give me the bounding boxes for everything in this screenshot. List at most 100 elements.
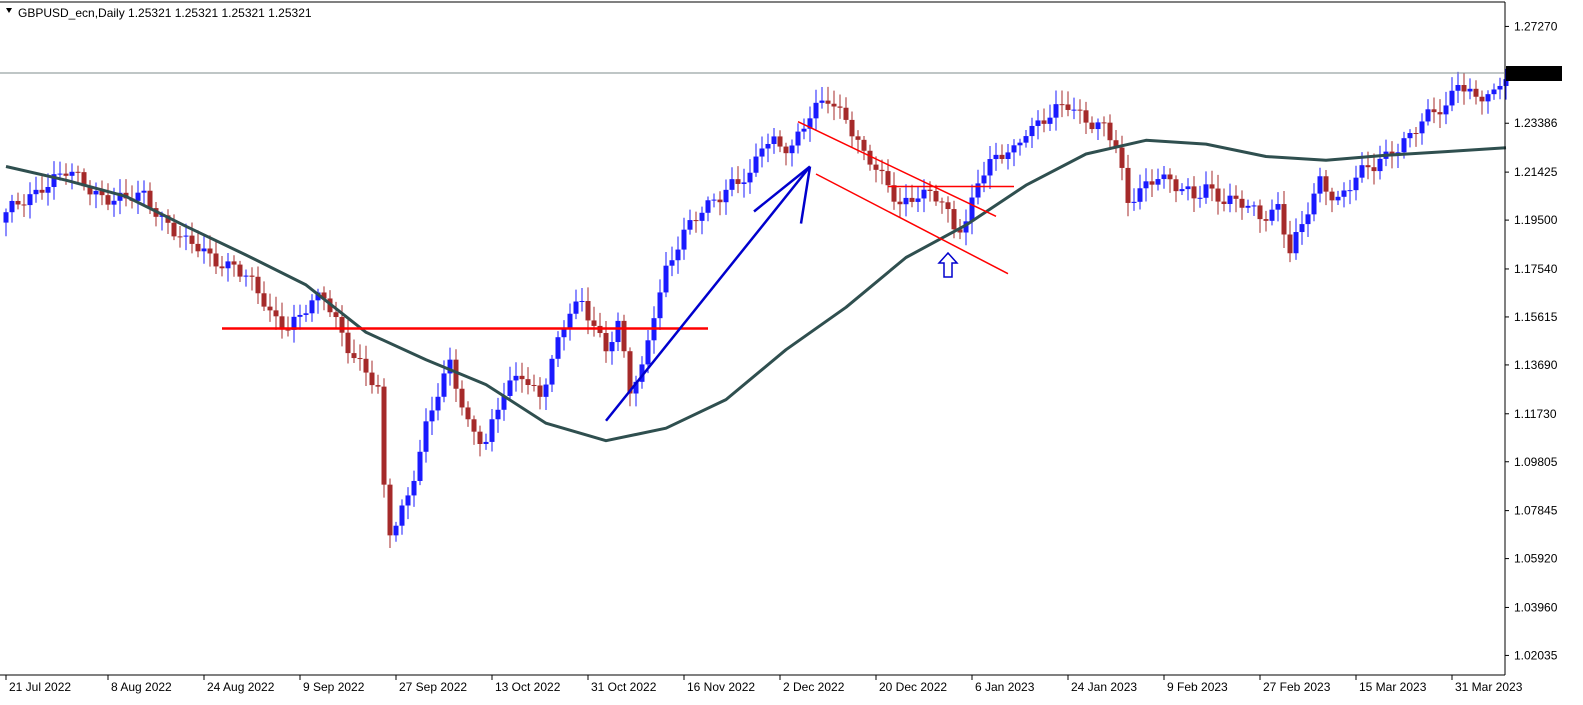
candle-body bbox=[1263, 219, 1269, 221]
x-tick-label: 16 Nov 2022 bbox=[687, 680, 755, 694]
candle-body bbox=[273, 310, 279, 317]
candle-body bbox=[237, 264, 243, 277]
candle-body bbox=[1071, 109, 1077, 111]
candle-body bbox=[1479, 96, 1485, 102]
candle-body bbox=[855, 136, 861, 140]
candle-body bbox=[573, 301, 579, 314]
x-tick-label: 13 Oct 2022 bbox=[495, 680, 561, 694]
candle-body bbox=[321, 292, 327, 299]
candle-body bbox=[1269, 209, 1275, 221]
candle-body bbox=[765, 143, 771, 149]
y-tick-label: 1.05920 bbox=[1514, 552, 1558, 566]
candle-body bbox=[957, 229, 963, 233]
pole-arrow-line[interactable] bbox=[605, 165, 811, 422]
candle-body bbox=[1497, 85, 1503, 90]
candle-body bbox=[999, 154, 1005, 159]
candle-body bbox=[639, 364, 645, 382]
candle-body bbox=[837, 106, 843, 108]
candle-body bbox=[171, 222, 177, 237]
candle-body bbox=[885, 171, 891, 186]
candle-body bbox=[759, 148, 765, 157]
candle-body bbox=[189, 235, 195, 244]
candle-body bbox=[363, 358, 369, 373]
candle-body bbox=[1023, 136, 1029, 143]
candle-body bbox=[945, 202, 951, 210]
y-tick-label: 1.27270 bbox=[1514, 19, 1558, 33]
candle-body bbox=[111, 200, 117, 205]
candle-body bbox=[291, 316, 297, 330]
candle-body bbox=[1053, 104, 1059, 118]
candle-body bbox=[225, 261, 231, 269]
candle-body bbox=[531, 384, 537, 386]
candle-body bbox=[915, 198, 921, 202]
candle-body bbox=[873, 164, 879, 170]
flag-lower-line[interactable] bbox=[815, 173, 1009, 275]
candle-body bbox=[903, 197, 909, 205]
candle-body bbox=[1455, 85, 1461, 91]
y-tick-label: 1.23386 bbox=[1514, 116, 1558, 130]
candle-body bbox=[333, 312, 339, 318]
dropdown-triangle-icon[interactable] bbox=[6, 8, 12, 13]
x-tick-label: 27 Sep 2022 bbox=[399, 680, 467, 694]
candle-body bbox=[801, 128, 807, 132]
candle-body bbox=[1065, 104, 1071, 110]
candle-body bbox=[207, 248, 213, 254]
candle-body bbox=[1101, 122, 1107, 124]
flag-upper-line[interactable] bbox=[797, 120, 997, 218]
x-tick-label: 20 Dec 2022 bbox=[879, 680, 947, 694]
candle-body bbox=[633, 381, 639, 394]
candle-body bbox=[891, 185, 897, 202]
candle-body bbox=[393, 525, 399, 536]
candle-body bbox=[435, 396, 441, 411]
candle-body bbox=[927, 189, 933, 191]
candle-body bbox=[9, 200, 15, 213]
candle-body bbox=[1431, 109, 1437, 113]
candle-body bbox=[591, 320, 597, 326]
candle-body bbox=[825, 100, 831, 104]
candle-body bbox=[315, 292, 321, 301]
candle-body bbox=[993, 154, 999, 160]
candle-body bbox=[117, 192, 123, 201]
y-axis: 1.27270 1.23386 1.21425 1.19500 1.17540 1.156… bbox=[1505, 19, 1558, 662]
candle-body bbox=[1005, 152, 1011, 159]
candle-body bbox=[1251, 205, 1257, 207]
candle-body bbox=[411, 480, 417, 496]
candle-body bbox=[1107, 122, 1113, 141]
candle-body bbox=[63, 173, 69, 176]
candle-body bbox=[1191, 186, 1197, 199]
x-tick-label: 15 Mar 2023 bbox=[1359, 680, 1427, 694]
up-arrow-icon[interactable] bbox=[937, 251, 959, 278]
candle-body bbox=[1317, 176, 1323, 194]
x-tick-label: 27 Feb 2023 bbox=[1263, 680, 1331, 694]
y-tick-label: 1.11730 bbox=[1514, 407, 1557, 421]
candle-body bbox=[981, 175, 987, 184]
candle-body bbox=[243, 275, 249, 277]
candle-body bbox=[447, 359, 453, 374]
candle-body bbox=[987, 159, 993, 176]
x-tick-label: 31 Mar 2023 bbox=[1455, 680, 1523, 694]
candle-body bbox=[705, 200, 711, 213]
y-tick-label: 1.17540 bbox=[1514, 262, 1558, 276]
candle-body bbox=[69, 171, 75, 176]
candle-body bbox=[1011, 145, 1017, 153]
candle-body bbox=[423, 421, 429, 452]
candle-body bbox=[813, 102, 819, 119]
candle-body bbox=[1449, 90, 1455, 106]
candle-body bbox=[861, 139, 867, 151]
candle-body bbox=[1257, 205, 1263, 220]
y-tick-label: 1.09805 bbox=[1514, 455, 1558, 469]
candle-body bbox=[303, 313, 309, 315]
candle-body bbox=[1245, 205, 1251, 208]
candle-body bbox=[1095, 122, 1101, 130]
candle-body bbox=[555, 337, 561, 359]
candle-body bbox=[159, 215, 165, 217]
candle-body bbox=[1323, 176, 1329, 192]
candle-body bbox=[429, 410, 435, 422]
candle-body bbox=[1239, 198, 1245, 208]
candle-body bbox=[621, 320, 627, 352]
candle-body bbox=[381, 386, 387, 485]
candle-body bbox=[453, 359, 459, 389]
candle-body bbox=[783, 146, 789, 154]
